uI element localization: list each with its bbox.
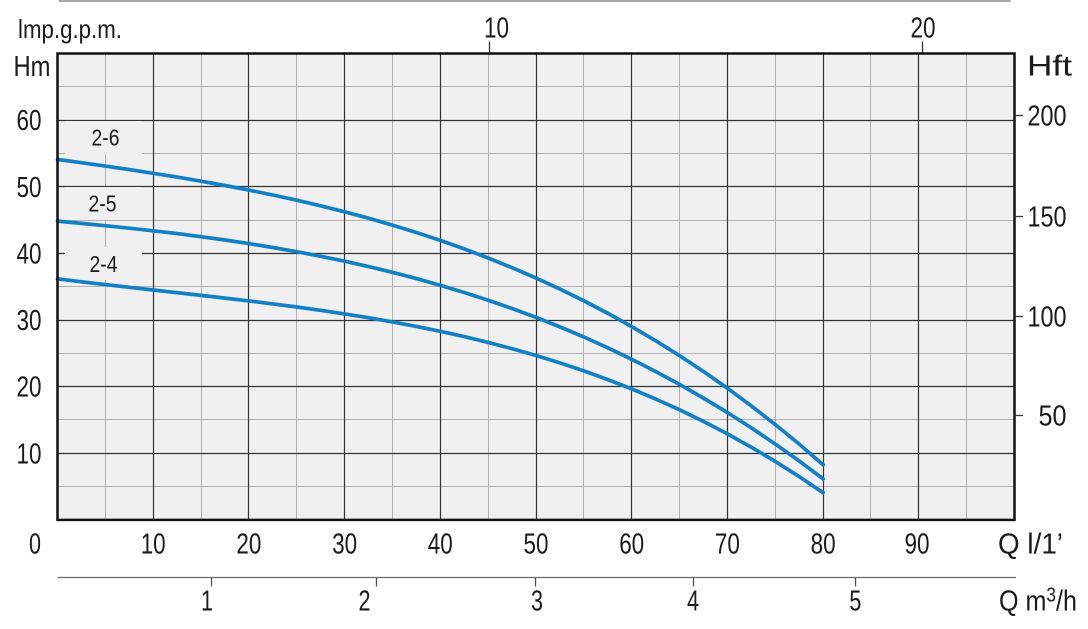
svg-text:50: 50: [17, 172, 42, 204]
svg-text:40: 40: [17, 238, 42, 270]
svg-text:4: 4: [687, 586, 699, 618]
svg-text:5: 5: [849, 586, 861, 618]
svg-text:10: 10: [484, 13, 509, 45]
svg-text:70: 70: [715, 529, 740, 561]
svg-text:100: 100: [1028, 302, 1067, 334]
svg-text:30: 30: [332, 529, 357, 561]
svg-text:60: 60: [17, 105, 42, 137]
svg-text:10: 10: [141, 529, 166, 561]
svg-text:2-6: 2-6: [92, 125, 120, 151]
svg-text:Hm: Hm: [14, 51, 51, 83]
svg-text:20: 20: [17, 372, 42, 404]
svg-text:Q l/1’: Q l/1’: [998, 529, 1063, 561]
svg-text:1: 1: [201, 586, 213, 618]
svg-text:3: 3: [531, 586, 543, 618]
svg-text:Hft: Hft: [1027, 51, 1072, 83]
svg-text:20: 20: [911, 13, 936, 45]
svg-text:60: 60: [619, 529, 644, 561]
svg-text:80: 80: [811, 529, 836, 561]
svg-text:40: 40: [428, 529, 453, 561]
svg-text:Q m3/h: Q m3/h: [999, 585, 1077, 618]
svg-text:30: 30: [17, 305, 42, 337]
svg-text:lmp.g.p.m.: lmp.g.p.m.: [18, 14, 122, 44]
svg-text:200: 200: [1028, 101, 1067, 133]
svg-text:0: 0: [29, 529, 41, 561]
svg-text:150: 150: [1028, 202, 1067, 234]
svg-text:50: 50: [524, 529, 549, 561]
svg-text:50: 50: [1039, 401, 1067, 433]
svg-text:20: 20: [236, 529, 261, 561]
svg-text:10: 10: [17, 438, 42, 470]
svg-text:2-5: 2-5: [89, 191, 117, 217]
svg-text:2-4: 2-4: [90, 251, 118, 277]
svg-text:90: 90: [905, 529, 930, 561]
svg-text:2: 2: [359, 586, 371, 618]
